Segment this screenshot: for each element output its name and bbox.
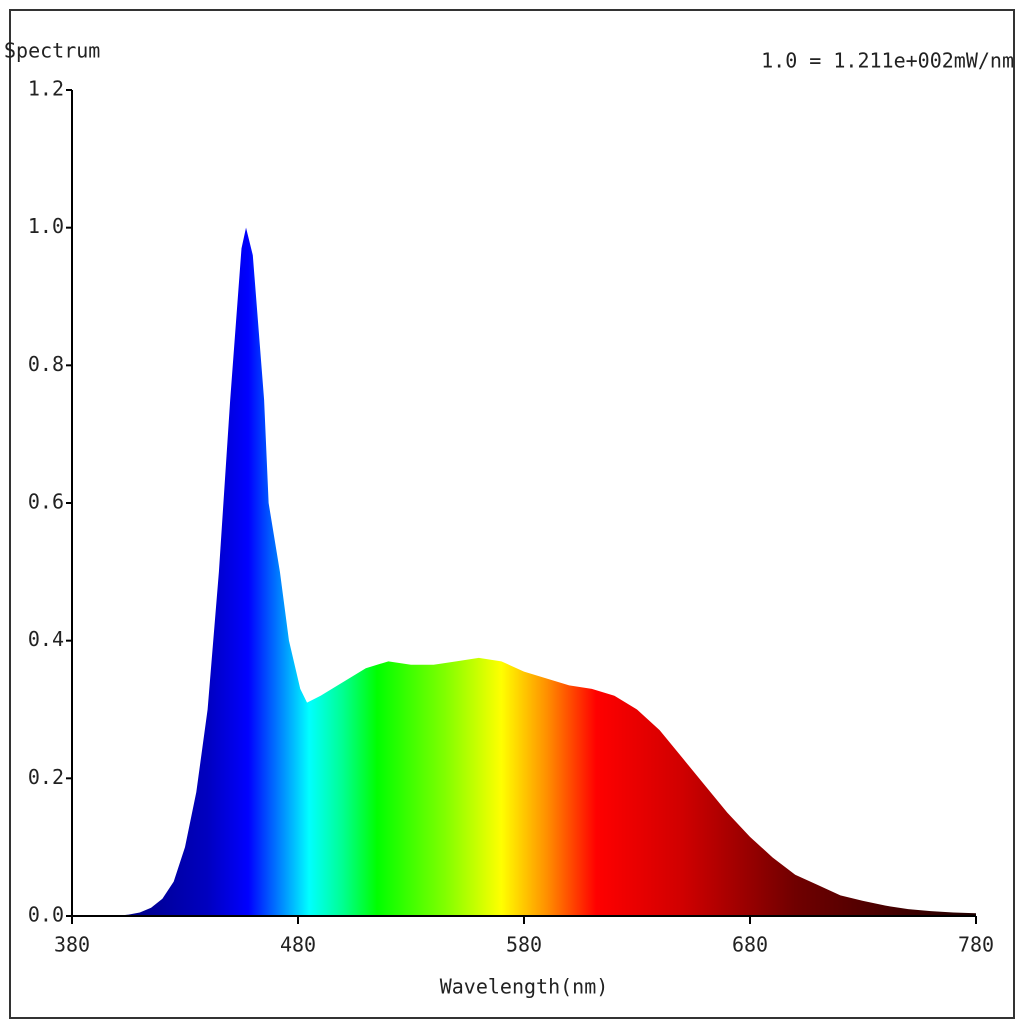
y-tick-label: 0.6 <box>28 490 64 514</box>
y-tick-label: 0.8 <box>28 352 64 376</box>
x-tick-label: 380 <box>54 933 90 957</box>
y-tick-label: 0.2 <box>28 765 64 789</box>
x-axis-label: Wavelength(nm) <box>440 975 609 999</box>
frame <box>9 9 1015 1019</box>
annotation: 1.0 = 1.211e+002mW/nm <box>761 49 1014 73</box>
y-tick-label: 0.0 <box>28 903 64 927</box>
y-tick-label: 1.2 <box>28 77 64 101</box>
spectrum-area <box>72 227 976 917</box>
x-tick-label: 480 <box>280 933 316 957</box>
x-tick-label: 580 <box>506 933 542 957</box>
x-tick-label: 680 <box>732 933 768 957</box>
y-tick-label: 0.4 <box>28 627 64 651</box>
chart-title: Spectrum <box>4 39 100 63</box>
x-tick-label: 780 <box>958 933 994 957</box>
y-tick-label: 1.0 <box>28 214 64 238</box>
